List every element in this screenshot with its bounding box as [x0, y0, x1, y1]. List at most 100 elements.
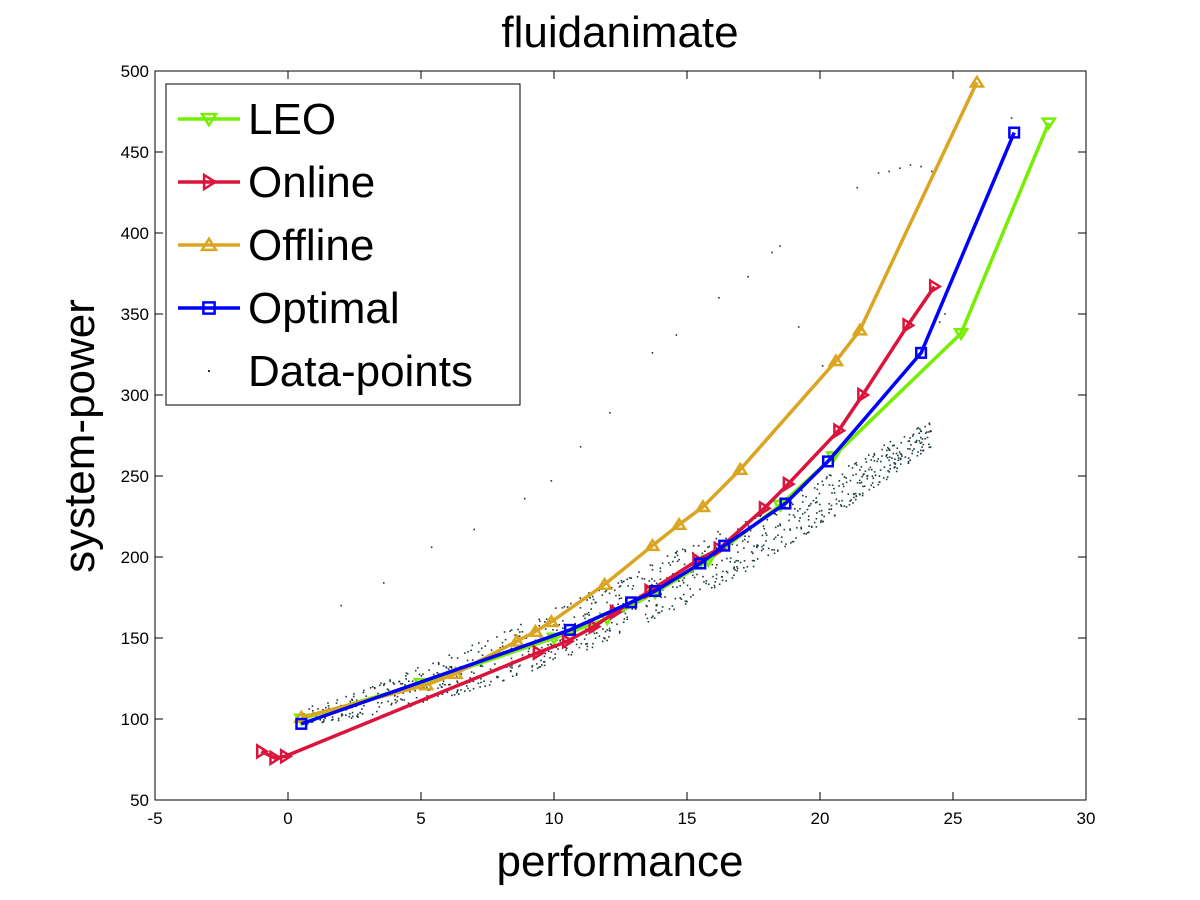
data-point — [666, 555, 669, 557]
data-point — [915, 439, 918, 442]
data-point — [708, 545, 710, 548]
data-point — [349, 700, 352, 703]
data-point — [517, 628, 519, 631]
data-point — [306, 723, 309, 725]
data-point — [801, 489, 803, 492]
data-point — [900, 453, 903, 456]
data-point — [760, 549, 763, 552]
data-point — [411, 680, 414, 682]
data-point — [664, 596, 666, 598]
data-point — [638, 571, 640, 573]
data-point — [795, 537, 797, 539]
triangle-up-marker — [527, 623, 544, 637]
data-point — [414, 669, 417, 672]
data-point — [511, 667, 513, 669]
data-point — [470, 671, 473, 673]
data-point — [838, 485, 840, 487]
data-point — [920, 165, 922, 168]
data-point — [628, 576, 631, 579]
data-point — [812, 499, 815, 502]
data-point — [404, 675, 407, 677]
data-point — [828, 508, 831, 511]
data-point — [805, 495, 807, 498]
data-point — [685, 600, 688, 603]
data-point — [604, 637, 606, 640]
data-point — [838, 480, 841, 482]
data-point — [484, 645, 487, 647]
data-point — [651, 352, 654, 354]
data-point — [480, 681, 482, 684]
data-point — [896, 447, 899, 450]
x-tick-label: 0 — [283, 809, 292, 828]
data-point — [743, 566, 745, 569]
data-point — [403, 699, 406, 701]
data-point — [647, 621, 650, 623]
data-point — [713, 586, 716, 589]
data-point — [618, 594, 621, 597]
data-point — [653, 617, 656, 619]
data-point — [726, 557, 728, 560]
data-point — [455, 675, 458, 678]
data-point — [655, 609, 657, 612]
data-point — [573, 616, 576, 618]
data-point — [841, 473, 844, 476]
data-point — [404, 684, 406, 686]
data-point — [849, 500, 851, 502]
data-point — [816, 512, 818, 514]
data-point — [874, 474, 877, 477]
data-point — [767, 554, 770, 557]
data-point — [390, 703, 393, 706]
data-point — [327, 705, 330, 707]
legend: LEO Online Offline Optimal Data-points — [165, 83, 521, 406]
data-point — [780, 541, 783, 543]
data-point — [389, 680, 391, 683]
data-point — [734, 569, 736, 571]
data-point — [510, 629, 513, 631]
data-point — [819, 503, 821, 506]
data-point — [543, 661, 546, 663]
triangle-up-marker — [670, 516, 688, 531]
data-point — [418, 673, 421, 676]
data-point — [725, 580, 727, 582]
data-point — [899, 458, 902, 461]
data-point — [747, 525, 750, 527]
data-point — [898, 451, 901, 453]
data-point — [863, 473, 865, 475]
data-point — [894, 463, 897, 465]
data-point — [509, 666, 512, 668]
data-point — [494, 663, 496, 665]
data-point — [807, 531, 810, 534]
data-point — [872, 455, 875, 458]
data-point — [337, 717, 340, 720]
data-point — [463, 690, 466, 692]
data-point — [586, 648, 588, 651]
data-point — [496, 676, 498, 679]
data-point — [357, 716, 359, 718]
data-point — [543, 664, 546, 667]
data-point — [341, 714, 344, 716]
data-point — [460, 689, 462, 691]
data-point — [909, 448, 911, 450]
data-point — [800, 526, 802, 529]
data-point — [632, 585, 635, 587]
data-point — [893, 462, 895, 464]
data-point — [584, 643, 587, 645]
data-point — [679, 597, 682, 599]
data-point — [361, 713, 364, 715]
data-point — [861, 494, 864, 497]
x-tick-label: 15 — [678, 809, 697, 828]
data-point — [924, 437, 926, 440]
data-point — [926, 436, 929, 439]
data-point — [541, 646, 543, 649]
data-point — [785, 543, 787, 545]
data-point — [682, 593, 685, 596]
data-point — [818, 492, 821, 495]
data-point — [879, 469, 882, 471]
data-point — [907, 457, 910, 459]
data-point — [804, 511, 806, 514]
data-point — [371, 713, 374, 716]
triangle-right-marker — [928, 278, 943, 295]
data-point — [439, 684, 441, 686]
data-point — [899, 167, 901, 169]
data-point — [911, 452, 914, 455]
